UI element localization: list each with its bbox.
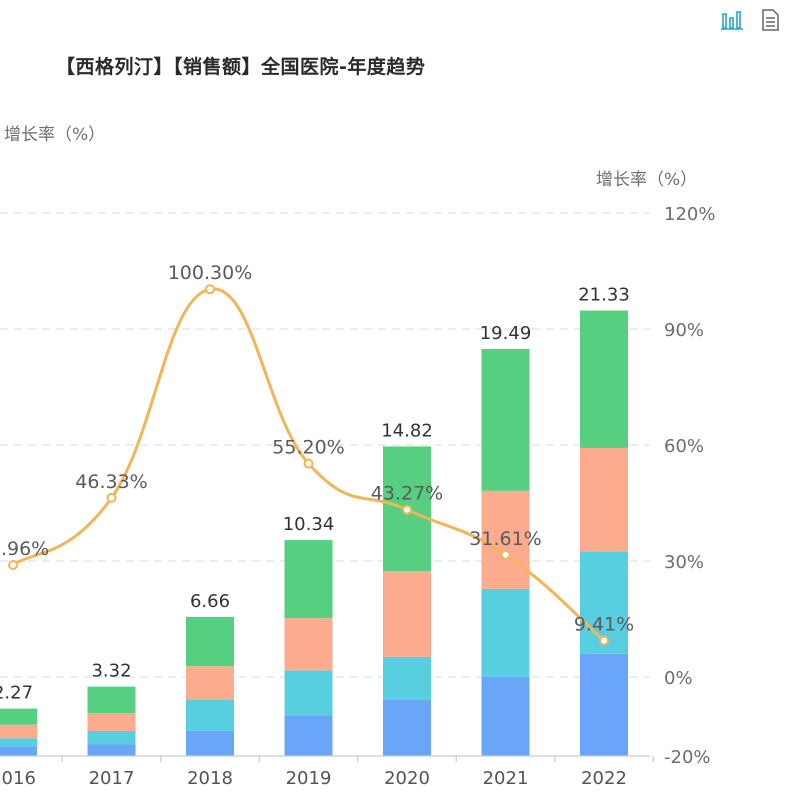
right-tick-label: 30%: [664, 552, 704, 573]
bar-segment: [186, 666, 234, 700]
right-tick-label: 60%: [664, 436, 704, 457]
bar-chart-icon[interactable]: [720, 8, 744, 32]
x-tick-label: 2019: [286, 768, 332, 789]
growth-point: [402, 504, 412, 515]
bar-segment: [0, 724, 37, 739]
bar-segment: [87, 744, 136, 756]
bar-segment: [383, 656, 431, 700]
bar-segment: [481, 348, 530, 491]
chart-toolbar: [720, 8, 782, 32]
data-labels: 2.27 3.32 6.66 10.34 14.82 19.49 21.33 28.96% 46…: [0, 262, 634, 703]
bar-segment: [87, 686, 136, 714]
growth-label: 100.30%: [168, 262, 253, 284]
x-tick-label: 2018: [187, 768, 233, 789]
bar-segment: [87, 713, 136, 731]
growth-point: [8, 560, 18, 571]
growth-point: [106, 492, 117, 503]
bar-total-label: 14.82: [381, 420, 433, 441]
growth-point: [500, 549, 511, 560]
document-icon[interactable]: [758, 8, 782, 32]
x-tick-label: 2022: [581, 768, 627, 789]
growth-label: 9.41%: [574, 614, 634, 636]
growth-line: [8, 284, 609, 646]
x-tick-label: 2016: [0, 768, 36, 789]
bar-segment: [580, 447, 628, 552]
bar-segment: [87, 730, 136, 745]
growth-point: [599, 635, 609, 646]
bar-segment: [0, 708, 37, 725]
right-tick-label: 0%: [664, 668, 693, 689]
growth-label: 31.61%: [469, 528, 541, 550]
bar-total-label: 19.49: [480, 323, 532, 344]
x-tick-label: 2017: [89, 768, 135, 789]
bar-segment: [0, 738, 37, 747]
bar-segment: [0, 746, 37, 756]
right-tick-label: -20%: [664, 747, 711, 768]
bar-segment: [186, 616, 234, 667]
bar-segment: [481, 676, 530, 756]
bar-segment: [580, 310, 628, 448]
right-axis-title: 增长率（%）: [596, 170, 698, 190]
growth-label: 55.20%: [272, 437, 344, 459]
growth-label: 28.96%: [0, 538, 49, 560]
bar-segment: [284, 715, 333, 756]
bar-total-label: 10.34: [283, 514, 335, 535]
bar-total-label: 6.66: [190, 591, 230, 612]
growth-point: [303, 458, 314, 469]
bar-segment: [383, 571, 431, 657]
bar-total-label: 3.32: [91, 661, 131, 682]
bar-total-label: 21.33: [578, 285, 630, 306]
growth-point: [205, 284, 215, 295]
bar-segment: [383, 699, 431, 756]
bar-segment: [284, 540, 333, 619]
growth-label: 46.33%: [75, 471, 147, 493]
bar-total-label: 2.27: [0, 683, 33, 704]
x-tick-label: 2020: [384, 768, 430, 789]
right-tick-label: 120%: [664, 204, 715, 225]
bar-segment: [284, 670, 333, 716]
chart-title: 【西格列汀】【销售额】全国医院-年度趋势: [56, 56, 426, 78]
bar-segment: [186, 699, 234, 731]
stacked-bars: [0, 310, 628, 756]
growth-label: 43.27%: [371, 483, 443, 505]
bar-segment: [481, 490, 530, 589]
right-tick-label: 90%: [664, 320, 704, 341]
bar-segment: [481, 588, 530, 677]
x-tick-label: 2021: [483, 768, 529, 789]
bar-segment: [284, 618, 333, 671]
bar-segment: [580, 653, 628, 756]
left-axis-title: 增长率（%）: [4, 125, 106, 145]
x-axis: 2016 2017 2018 2019 2020 2021 2022 -20% 0% 30% 60%…: [0, 204, 715, 789]
bar-segment: [186, 730, 234, 756]
